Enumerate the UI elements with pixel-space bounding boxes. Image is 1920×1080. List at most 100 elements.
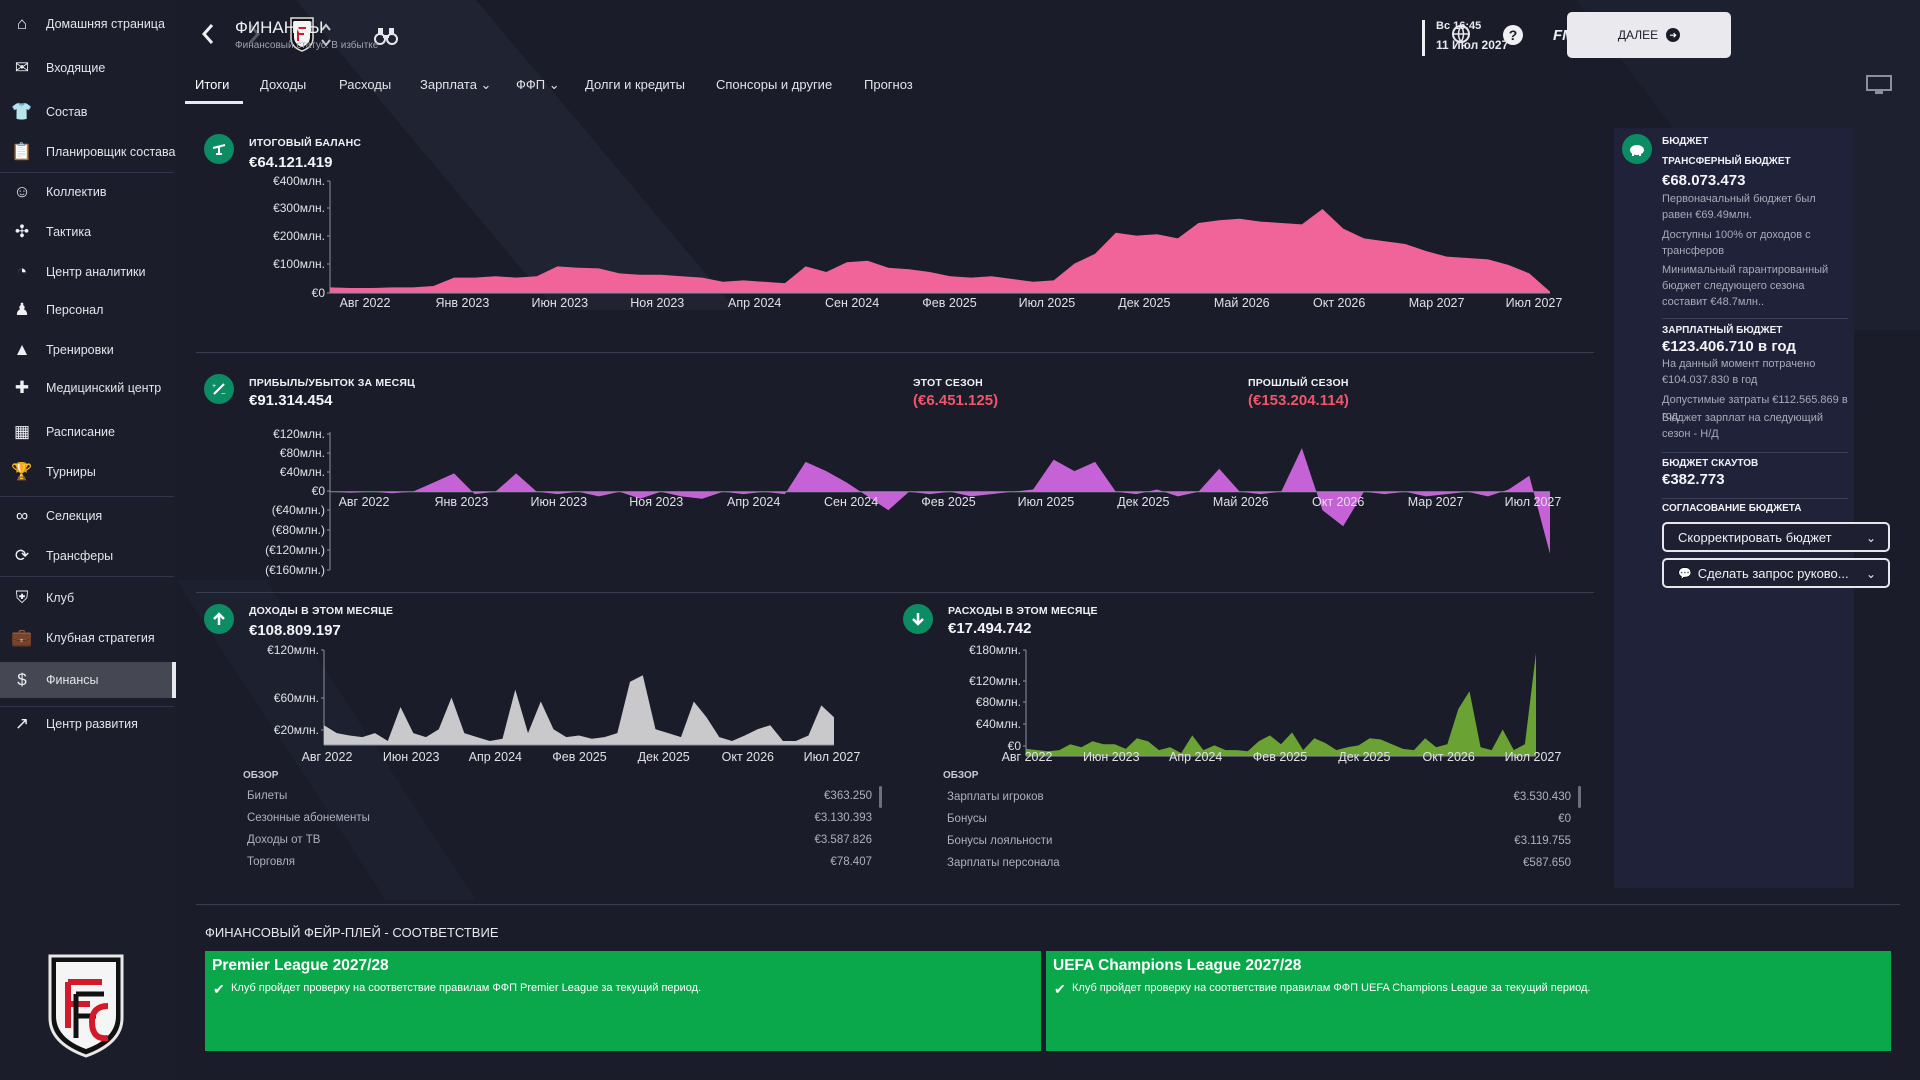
tab-7[interactable]: Прогноз [864, 77, 913, 92]
budget-divider [1662, 318, 1848, 319]
sidebar-item-transfer[interactable]: ⟳ Трансферы [0, 538, 176, 574]
transfer-budget-note: Первоначальный бюджет был равен €69.49мл… [1662, 193, 1816, 221]
arrow-down-icon [903, 604, 933, 634]
x-tick-label: Янв 2023 [434, 495, 488, 509]
x-tick-label: Сен 2024 [824, 495, 878, 509]
tab-6[interactable]: Спонсоры и другие [716, 77, 833, 92]
sidebar-item-club-shield[interactable]: ⛨ Клуб [0, 580, 176, 616]
sidebar-item-calendar[interactable]: ▦ Расписание [0, 414, 176, 450]
budget-divider [1662, 452, 1848, 453]
sidebar-item-label: Тактика [46, 225, 92, 239]
income-value: €108.809.197 [249, 622, 341, 639]
balance-chart: €400млн. €300млн. €200млн. €100млн. €0 Авг 20… [273, 176, 1562, 310]
x-tick-label: Окт 2026 [1313, 296, 1365, 310]
sidebar-item-label: Персонал [46, 303, 104, 317]
tab-1[interactable]: Доходы [260, 77, 307, 92]
budget-agreement-label: СОГЛАСОВАНИЕ БЮДЖЕТА [1662, 503, 1802, 514]
sidebar-item-trophy[interactable]: 🏆 Турниры [0, 454, 176, 490]
sidebar-item-shirt[interactable]: 👕 Состав [0, 94, 176, 130]
training-cone-icon: ▲ [13, 340, 31, 359]
expenses-row-name: Бонусы [947, 813, 987, 825]
tab-0[interactable]: Итоги [195, 77, 230, 92]
expenses-scrollbar[interactable] [1578, 786, 1581, 808]
x-tick-label: Мар 2027 [1409, 296, 1465, 310]
adjust-budget-dropdown[interactable]: Скорректировать бюджет ⌄ [1662, 522, 1890, 552]
club-crest-logo [48, 954, 124, 1058]
sidebar-item-label: Клуб [46, 591, 75, 605]
sidebar-item-development[interactable]: ↗ Центр развития [0, 706, 176, 742]
mail-icon: ✉ [14, 58, 30, 77]
x-tick-label: Окт 2026 [722, 750, 774, 764]
sidebar-item-staff[interactable]: ♟ Персонал [0, 292, 176, 328]
expenses-row-value: €3.530.430 [1513, 791, 1571, 803]
section-divider [196, 904, 1900, 905]
tab-3[interactable]: Зарплата ⌄ [420, 77, 492, 92]
y-tick-label: €200млн. [273, 229, 325, 243]
sidebar-item-medical[interactable]: ✚ Медицинский центр [0, 370, 176, 406]
income-row-value: €363.250 [824, 790, 872, 802]
budget-panel: БЮДЖЕТ ТРАНСФЕРНЫЙ БЮДЖЕТ €68.073.473 Пе… [1614, 128, 1890, 888]
monitor-icon[interactable] [1866, 75, 1892, 95]
club-switch-chevrons-icon[interactable] [320, 22, 332, 48]
wage-budget-value: €123.406.710 в год [1662, 338, 1796, 355]
y-tick-label: €120млн. [267, 643, 319, 657]
y-tick-label: €120млн. [969, 674, 1021, 688]
budget-divider [1662, 498, 1848, 499]
y-tick-label: €80млн. [280, 446, 325, 460]
continue-button[interactable]: ДАЛЕЕ ➜ [1567, 12, 1731, 58]
sidebar-item-squad-planner[interactable]: 📋 Планировщик состава [0, 134, 176, 170]
tab-4[interactable]: ФФП ⌄ [516, 77, 560, 92]
piggy-bank-icon [1622, 134, 1652, 164]
sidebar-item-binoculars[interactable]: ∞ Селекция [0, 498, 176, 534]
home-icon: ⌂ [16, 14, 28, 33]
x-tick-label: Окт 2026 [1312, 495, 1364, 509]
active-tab-indicator [185, 101, 243, 104]
sidebar-item-briefcase[interactable]: 💼 Клубная стратегия [0, 620, 176, 656]
help-icon[interactable]: ? [1502, 24, 1524, 46]
sidebar-item-label: Тренировки [46, 343, 114, 357]
sidebar-item-tactics[interactable]: ✣ Тактика [0, 214, 176, 250]
sidebar-item-training-cone[interactable]: ▲ Тренировки [0, 332, 176, 368]
medical-icon: ✚ [14, 378, 30, 397]
tab-2[interactable]: Расходы [339, 77, 392, 92]
income-row-value: €3.130.393 [814, 812, 872, 824]
x-tick-label: Май 2026 [1213, 495, 1269, 509]
sidebar-item-label: Клубная стратегия [46, 631, 155, 645]
sidebar: ⌂ Домашняя страница ✉ Входящие 👕 Состав 📋 Плани… [0, 0, 176, 1080]
x-tick-label: Май 2026 [1214, 296, 1270, 310]
sidebar-item-mail[interactable]: ✉ Входящие [0, 50, 176, 86]
sidebar-item-finance[interactable]: $ Финансы [0, 662, 176, 698]
chevron-down-icon: ⌄ [1865, 567, 1876, 581]
globe-icon[interactable] [1451, 24, 1471, 44]
sidebar-item-analytics[interactable]: ◔ Центр аналитики [0, 254, 176, 290]
last-season-value: (€153.204.114) [1248, 392, 1349, 409]
back-arrow-icon[interactable] [200, 22, 216, 50]
wage-budget-note: Допустимые затраты €112.565.869 в год [1662, 394, 1848, 422]
tactics-icon: ✣ [14, 222, 30, 241]
tab-5[interactable]: Долги и кредиты [585, 77, 685, 92]
sidebar-item-dynamics[interactable]: ☺ Коллектив [0, 174, 176, 210]
ffp-card-title: Premier League 2027/28 [212, 957, 389, 974]
finance-icon: $ [17, 670, 27, 689]
y-tick-label: €300млн. [273, 201, 325, 215]
y-tick-label: €180млн. [969, 643, 1021, 657]
sidebar-item-home[interactable]: ⌂ Домашняя страница [0, 6, 176, 42]
x-tick-label: Сен 2024 [825, 296, 879, 310]
club-crest-icon[interactable] [289, 16, 315, 52]
expenses-row-value: €587.650 [1523, 857, 1571, 869]
this-season-label: ЭТОТ СЕЗОН [913, 377, 983, 389]
income-scrollbar[interactable] [879, 786, 882, 808]
forward-arrow-icon[interactable] [246, 22, 262, 50]
ffp-card-premier-league: Premier League 2027/28 ✔ Клуб пройдет пр… [205, 951, 1041, 1051]
shirt-icon: 👕 [11, 102, 33, 121]
x-tick-label: Авг 2022 [340, 296, 391, 310]
board-request-dropdown[interactable]: 💬 Сделать запрос руково... ⌄ [1662, 558, 1890, 588]
sidebar-item-label: Финансы [46, 673, 99, 687]
wage-budget-note: Бюджет зарплат на следующий сезон - Н/Д [1662, 412, 1824, 440]
svg-text:−: − [221, 389, 226, 397]
sidebar-item-label: Селекция [46, 509, 103, 523]
x-tick-label: Янв 2023 [435, 296, 489, 310]
section-divider [196, 592, 1594, 593]
transfer-budget-note: Доступны 100% от доходов с трансферов [1662, 229, 1811, 257]
